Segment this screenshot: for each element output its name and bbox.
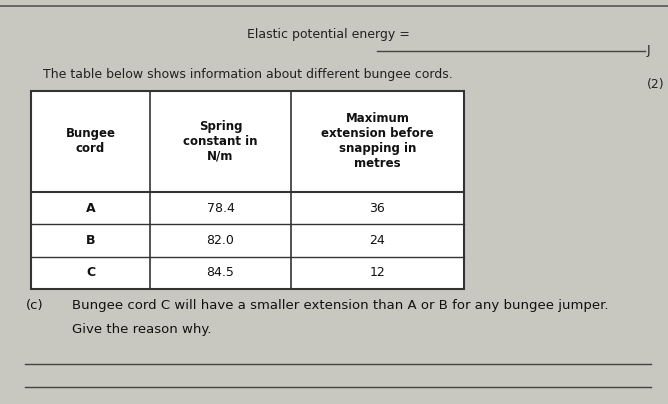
Text: Maximum
extension before
snapping in
metres: Maximum extension before snapping in met…	[321, 112, 434, 170]
Text: Bungee
cord: Bungee cord	[65, 127, 116, 156]
Text: 24: 24	[369, 234, 385, 247]
Bar	[31, 91, 464, 289]
Text: 12: 12	[369, 266, 385, 279]
Text: J: J	[647, 44, 650, 57]
Text: 82.0: 82.0	[206, 234, 234, 247]
Text: The table below shows information about different bungee cords.: The table below shows information about …	[43, 68, 453, 81]
Text: Elastic potential energy =: Elastic potential energy =	[247, 28, 410, 41]
Text: Spring
constant in
N/m: Spring constant in N/m	[183, 120, 258, 163]
Text: C: C	[86, 266, 95, 279]
Bar	[31, 91, 464, 289]
Text: Give the reason why.: Give the reason why.	[72, 323, 212, 336]
Text: 78.4: 78.4	[206, 202, 234, 215]
Text: A: A	[86, 202, 96, 215]
Text: B: B	[86, 234, 96, 247]
Text: Bungee cord C will have a smaller extension than A or B for any bungee jumper.: Bungee cord C will have a smaller extens…	[72, 299, 609, 311]
Text: (c): (c)	[25, 299, 43, 311]
Text: 84.5: 84.5	[206, 266, 234, 279]
Text: (2): (2)	[647, 78, 665, 91]
Text: 36: 36	[369, 202, 385, 215]
